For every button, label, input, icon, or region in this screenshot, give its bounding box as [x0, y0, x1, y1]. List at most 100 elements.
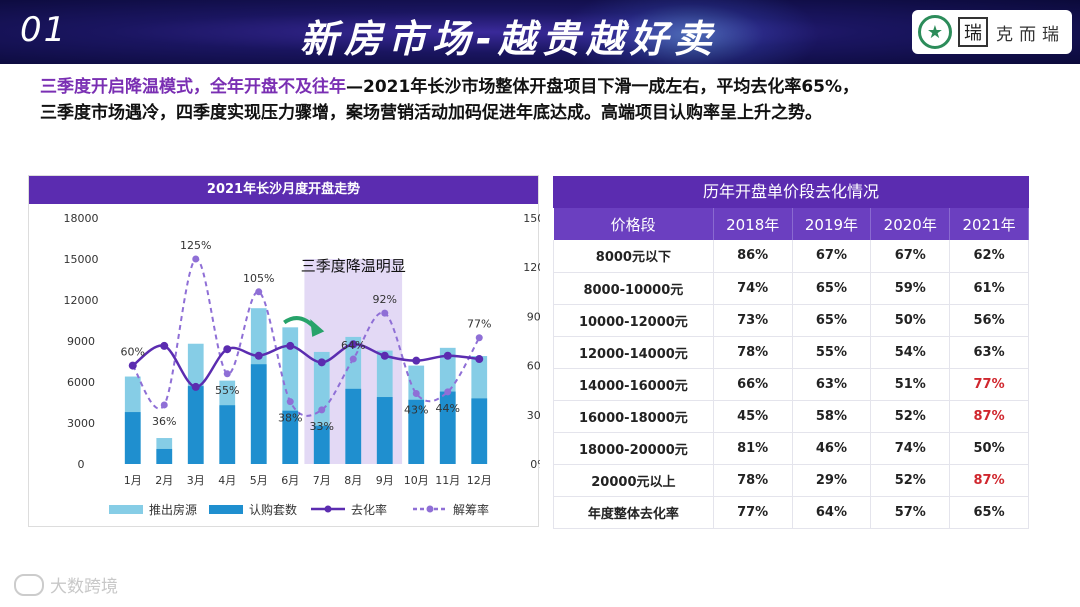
y-right-tick: 0%	[530, 458, 540, 471]
point-absorption-rate	[380, 351, 389, 360]
point-release-rate	[192, 255, 200, 263]
watermark-icon	[14, 573, 44, 596]
bar-subscribed	[250, 364, 267, 464]
rate-cell: 81%	[713, 432, 793, 465]
legend-label: 认购套数	[249, 502, 297, 517]
point-label: 44%	[436, 402, 460, 415]
bar-subscribed	[313, 425, 330, 464]
section-number: 01	[20, 10, 68, 50]
point-release-rate	[160, 401, 168, 409]
table-header-cell: 2020年	[870, 208, 951, 240]
rate-cell: 52%	[870, 400, 951, 433]
price-band-cell: 10000-12000元	[553, 304, 714, 337]
rate-cell: 63%	[949, 336, 1029, 369]
intro-highlight: 三季度开启降温模式，全年开盘不及往年	[40, 77, 346, 97]
brand-mark-icon: 瑞	[958, 17, 988, 47]
table-title: 历年开盘单价段去化情况	[553, 176, 1029, 208]
rate-cell: 50%	[870, 304, 951, 337]
price-band-cell: 18000-20000元	[553, 432, 714, 465]
legend-swatch	[109, 505, 143, 514]
brand-logo: ★ 瑞 克而瑞	[912, 10, 1072, 54]
point-release-rate	[223, 370, 231, 378]
price-band-table: 历年开盘单价段去化情况 价格段 2018年 2019年 2020年 2021年 8000…	[553, 176, 1029, 529]
header-banner: 01 新房市场-越贵越好卖 ★ 瑞 克而瑞	[0, 0, 1080, 64]
bar-subscribed	[376, 397, 393, 464]
x-tick: 8月	[344, 474, 362, 487]
y-left-tick: 3000	[67, 417, 95, 430]
rate-cell: 86%	[713, 240, 793, 273]
bar-subscribed	[439, 391, 456, 464]
x-tick: 1月	[124, 474, 142, 487]
point-label: 38%	[278, 412, 302, 425]
rate-cell: 59%	[870, 272, 951, 305]
point-absorption-rate	[191, 382, 200, 391]
legend-marker	[426, 505, 434, 513]
rate-cell: 46%	[792, 432, 872, 465]
rate-cell: 78%	[713, 464, 793, 497]
y-right-tick: 60%	[527, 360, 540, 373]
rate-cell: 54%	[870, 336, 951, 369]
point-label: 105%	[243, 272, 274, 285]
monthly-opening-chart: 三季度降温明显 0 3000 6000 9000 12000 15000 18000 0% 30%…	[64, 212, 541, 517]
point-absorption-rate	[286, 341, 295, 350]
x-tick: 10月	[404, 474, 429, 487]
legend-swatch	[209, 505, 243, 514]
x-tick: 4月	[218, 474, 236, 487]
y-left-tick: 6000	[67, 376, 95, 389]
rate-cell: 52%	[870, 464, 951, 497]
rate-cell: 63%	[792, 368, 872, 401]
star-seal-icon: ★	[918, 15, 952, 49]
point-label: 77%	[467, 318, 491, 331]
point-absorption-rate	[317, 358, 326, 367]
legend-marker	[324, 505, 332, 513]
point-absorption-rate	[223, 345, 232, 354]
point-label: 92%	[373, 293, 397, 306]
rate-cell: 65%	[792, 304, 872, 337]
price-band-cell: 16000-18000元	[553, 400, 714, 433]
bar-subscribed	[156, 448, 173, 464]
rate-cell: 51%	[870, 368, 951, 401]
table-row: 8000元以下 86% 67% 67% 62%	[553, 240, 1029, 273]
rate-cell: 64%	[792, 496, 872, 529]
bar-subscribed	[408, 399, 425, 464]
table-header-row: 价格段 2018年 2019年 2020年 2021年	[553, 208, 1029, 240]
bar-subscribed	[471, 398, 488, 464]
rate-cell: 74%	[870, 432, 951, 465]
point-release-rate	[318, 406, 326, 414]
rate-cell: 66%	[713, 368, 793, 401]
point-release-rate	[381, 309, 389, 317]
bar-subscribed	[219, 405, 236, 464]
point-release-rate	[349, 355, 357, 363]
table-row: 14000-16000元 66% 63% 51% 77%	[553, 368, 1029, 401]
point-absorption-rate	[412, 356, 421, 365]
point-release-rate	[412, 389, 420, 397]
y-right-tick: 150%	[523, 212, 540, 225]
price-band-cell: 14000-16000元	[553, 368, 714, 401]
y-left-tick: 12000	[64, 294, 99, 307]
table-row: 12000-14000元 78% 55% 54% 63%	[553, 336, 1029, 369]
point-label: 36%	[152, 415, 176, 428]
rate-cell: 62%	[949, 240, 1029, 273]
point-release-rate	[286, 398, 294, 406]
rate-cell: 61%	[949, 272, 1029, 305]
point-absorption-rate	[349, 340, 358, 349]
y-right-tick: 30%	[527, 409, 540, 422]
legend-label: 去化率	[351, 502, 387, 517]
watermark: 大数跨境	[14, 572, 118, 597]
rate-cell: 65%	[949, 496, 1029, 529]
rate-cell: 65%	[792, 272, 872, 305]
table-body: 8000元以下 86% 67% 67% 62% 8000-10000元 74% 65% 59% 6…	[553, 240, 1029, 529]
point-absorption-rate	[443, 351, 452, 360]
x-tick: 3月	[187, 474, 205, 487]
table-header-cell: 2021年	[949, 208, 1029, 240]
point-label: 60%	[121, 346, 145, 359]
x-tick: 6月	[281, 474, 299, 487]
x-tick: 5月	[250, 474, 268, 487]
rate-cell: 67%	[870, 240, 951, 273]
point-absorption-rate	[128, 361, 137, 370]
line-release-rate	[131, 257, 481, 417]
rate-cell: 73%	[713, 304, 793, 337]
rate-cell: 78%	[713, 336, 793, 369]
rate-cell: 50%	[949, 432, 1029, 465]
price-band-cell: 20000元以上	[553, 464, 714, 497]
